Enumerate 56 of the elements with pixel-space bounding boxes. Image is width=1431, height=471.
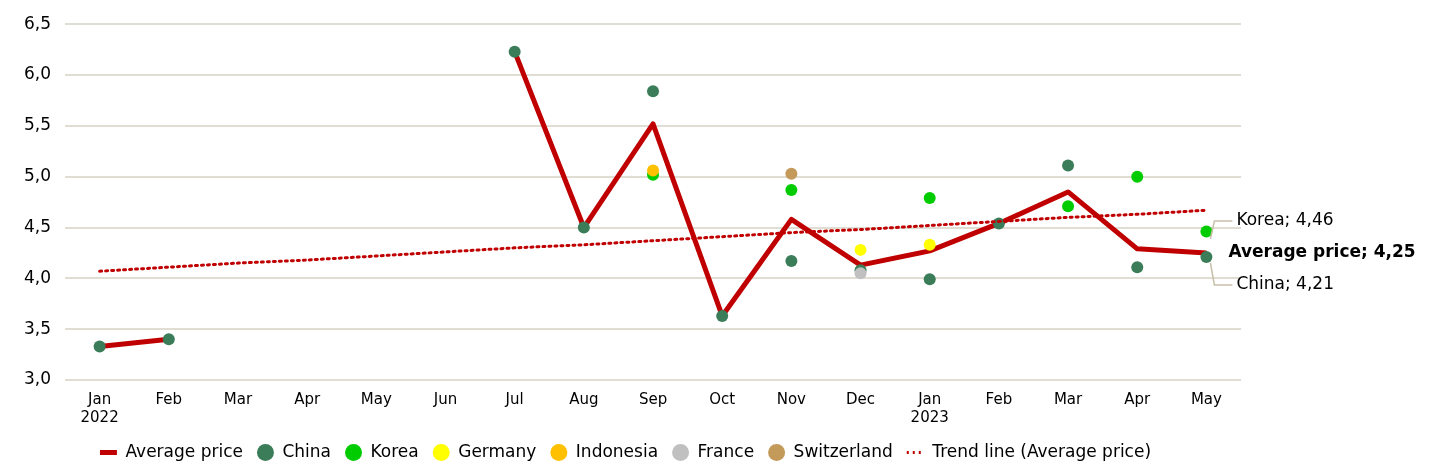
x-tick-label: Jan 2022: [80, 389, 119, 426]
x-tick-label: Dec: [846, 389, 876, 408]
annotation: China; 4,21: [1236, 273, 1334, 294]
point: [923, 238, 936, 251]
y-tick-label: 5,5: [23, 114, 52, 135]
x-tick-label: May: [1190, 389, 1223, 408]
point: [1200, 225, 1213, 238]
x-tick-label: Apr: [1124, 389, 1152, 408]
x-tick-label: Feb: [155, 389, 183, 408]
point: [854, 243, 867, 256]
y-tick-label: 3,0: [23, 368, 52, 389]
legend-label: Trend line (Average price): [931, 440, 1152, 461]
point: [785, 183, 798, 196]
point: [162, 333, 175, 346]
annotation: Average price; 4,25: [1228, 241, 1416, 262]
point: [716, 309, 729, 322]
point: [1062, 200, 1075, 213]
point: [647, 164, 660, 177]
point: [577, 221, 590, 234]
x-tick-label: Sep: [638, 389, 668, 408]
point: [1131, 170, 1144, 183]
point: [1200, 251, 1213, 263]
legend-label: Germany: [458, 440, 537, 461]
legend-label: Indonesia: [575, 440, 659, 461]
x-tick-label: Aug: [569, 389, 599, 408]
point: [1062, 159, 1075, 172]
x-tick-label: Apr: [294, 389, 321, 408]
y-tick-label: 5,0: [23, 165, 52, 186]
x-tick-label: Nov: [776, 389, 807, 408]
point: [785, 167, 798, 180]
legend-label: France: [697, 440, 755, 461]
legend-label: Korea: [370, 440, 419, 461]
point: [923, 192, 936, 205]
legend-label: China: [282, 440, 332, 461]
point: [647, 85, 660, 98]
x-tick-label: Jun: [432, 389, 458, 408]
y-tick-label: 6,0: [23, 63, 52, 84]
x-tick-label: Jan 2023: [910, 389, 949, 426]
x-tick-label: Mar: [1053, 389, 1084, 408]
y-tick-label: 4,5: [23, 215, 52, 236]
x-tick-label: Mar: [223, 389, 253, 408]
point: [93, 340, 106, 353]
annotation: Korea; 4,46: [1236, 209, 1334, 230]
legend-label: Average price: [125, 440, 243, 461]
y-tick-label: 6,5: [23, 12, 52, 33]
point: [785, 255, 798, 268]
point: [508, 45, 521, 58]
x-tick-label: May: [360, 389, 392, 408]
y-tick-label: 3,5: [23, 317, 52, 338]
x-tick-label: Jul: [504, 389, 524, 408]
legend-label: Switzerland: [793, 440, 893, 461]
y-tick-label: 4,0: [23, 266, 52, 287]
x-tick-label: Feb: [985, 389, 1013, 408]
x-tick-label: Oct: [709, 389, 736, 408]
point: [923, 273, 936, 286]
point: [1131, 261, 1144, 274]
